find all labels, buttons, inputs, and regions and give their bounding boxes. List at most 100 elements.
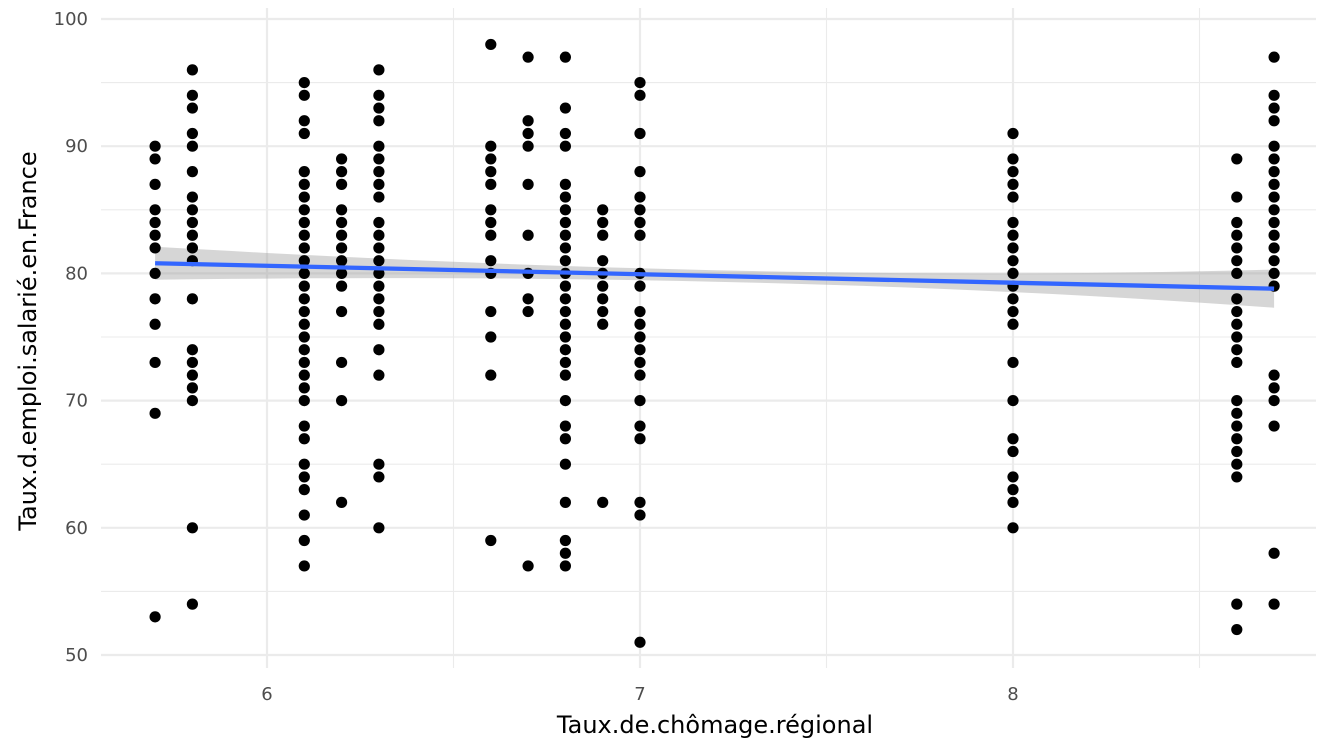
data-point xyxy=(634,344,646,356)
data-point xyxy=(336,242,348,254)
data-point xyxy=(1231,242,1243,254)
data-point xyxy=(559,255,572,267)
data-point xyxy=(373,280,385,292)
data-point xyxy=(1268,382,1280,394)
data-point xyxy=(298,471,310,483)
data-point xyxy=(1268,191,1280,203)
data-point xyxy=(373,369,385,381)
data-point xyxy=(597,255,609,267)
data-point xyxy=(373,267,385,279)
data-point xyxy=(634,433,646,445)
data-point xyxy=(298,89,310,101)
y-tick-label: 50 xyxy=(65,645,88,666)
data-point xyxy=(336,216,348,229)
y-tick-label: 80 xyxy=(65,263,88,284)
data-point xyxy=(559,242,572,254)
data-point xyxy=(485,305,497,318)
data-point xyxy=(298,305,310,318)
data-point xyxy=(559,331,572,343)
data-point xyxy=(373,166,385,178)
data-point xyxy=(485,153,497,165)
data-point xyxy=(1231,293,1243,305)
data-point xyxy=(186,127,198,140)
data-point xyxy=(485,229,497,241)
data-point xyxy=(336,153,348,165)
trend-line xyxy=(155,261,1275,291)
data-point xyxy=(186,64,198,76)
data-point xyxy=(373,242,385,254)
data-point xyxy=(1231,229,1243,241)
data-point xyxy=(559,102,572,114)
data-point xyxy=(186,140,198,152)
data-point xyxy=(373,229,385,241)
data-point xyxy=(186,216,198,229)
data-point xyxy=(373,102,385,114)
data-point xyxy=(1007,356,1019,369)
data-point xyxy=(1268,395,1280,407)
data-point xyxy=(149,178,161,190)
data-point xyxy=(559,344,572,356)
data-point xyxy=(149,242,161,254)
data-point xyxy=(1007,267,1019,279)
data-point xyxy=(1268,229,1280,241)
data-point xyxy=(634,191,646,203)
data-point xyxy=(559,547,572,559)
grid xyxy=(101,8,1316,668)
data-point xyxy=(298,77,310,89)
data-point xyxy=(559,140,572,152)
data-point xyxy=(1007,318,1019,330)
data-point xyxy=(373,89,385,101)
data-point xyxy=(1007,178,1019,190)
data-point xyxy=(522,140,534,152)
data-point xyxy=(298,216,310,229)
data-point xyxy=(634,204,646,216)
data-point xyxy=(485,369,497,381)
data-point xyxy=(634,216,646,229)
data-point xyxy=(1231,344,1243,356)
data-point xyxy=(634,369,646,381)
data-point xyxy=(1007,127,1019,140)
data-point xyxy=(559,305,572,318)
data-point xyxy=(373,471,385,483)
data-point xyxy=(634,280,646,292)
data-point xyxy=(186,344,198,356)
data-point xyxy=(634,509,646,521)
y-tick-label: 100 xyxy=(54,9,88,30)
data-point xyxy=(1268,598,1280,610)
data-point xyxy=(559,127,572,140)
data-point xyxy=(373,293,385,305)
data-point xyxy=(298,534,310,547)
data-point xyxy=(298,191,310,203)
data-point xyxy=(336,280,348,292)
data-point xyxy=(522,305,534,318)
data-point xyxy=(1231,191,1243,203)
data-point xyxy=(1231,420,1243,432)
data-point xyxy=(1268,420,1280,432)
data-point xyxy=(298,382,310,394)
data-point xyxy=(186,382,198,394)
data-point xyxy=(1007,484,1019,496)
data-point xyxy=(149,153,161,165)
data-point xyxy=(186,191,198,203)
data-point xyxy=(1231,305,1243,318)
data-point xyxy=(373,140,385,152)
data-point xyxy=(634,395,646,407)
data-point xyxy=(373,344,385,356)
data-point xyxy=(373,64,385,76)
data-point xyxy=(559,433,572,445)
data-point xyxy=(485,255,497,267)
data-point xyxy=(559,229,572,241)
data-point xyxy=(149,216,161,229)
data-point xyxy=(559,293,572,305)
data-point xyxy=(597,229,609,241)
data-point xyxy=(298,204,310,216)
data-point xyxy=(1007,433,1019,445)
data-point xyxy=(634,420,646,432)
data-point xyxy=(1268,204,1280,216)
data-point xyxy=(186,204,198,216)
data-point xyxy=(1231,318,1243,330)
data-point xyxy=(1231,433,1243,445)
data-point xyxy=(634,305,646,318)
data-point xyxy=(149,611,161,623)
